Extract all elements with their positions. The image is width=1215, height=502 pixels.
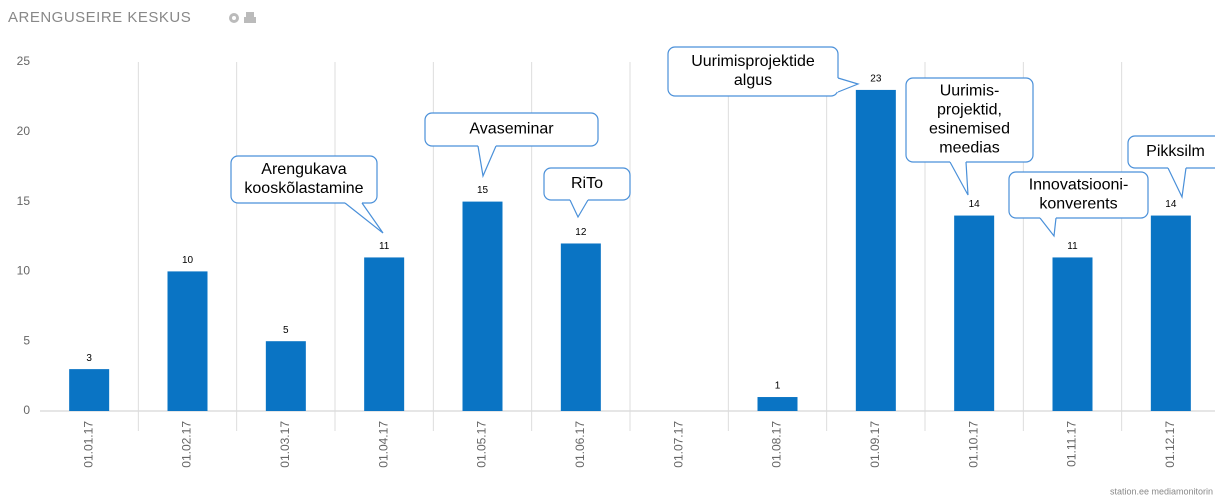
bar xyxy=(1052,257,1093,411)
callout-tail xyxy=(477,145,497,179)
bar xyxy=(1150,215,1191,411)
callout-tail xyxy=(837,77,860,93)
annotation-callout: Innovatsiooni-konverents xyxy=(1008,171,1149,238)
bar xyxy=(560,243,601,411)
bar xyxy=(69,369,110,411)
x-tick-label: 01.01.17 xyxy=(81,421,95,468)
data-label: 1 xyxy=(775,381,781,392)
x-tick-label: 01.08.17 xyxy=(770,421,784,468)
annotation-callout: Pikksilm xyxy=(1127,135,1215,200)
bar xyxy=(954,215,995,411)
x-tick-label: 01.03.17 xyxy=(278,421,292,468)
annotation-callout: Arengukava kooskõlastamine xyxy=(230,155,384,234)
data-label: 10 xyxy=(182,255,194,266)
y-tick-label: 20 xyxy=(17,124,31,138)
callout-box xyxy=(905,77,1034,163)
callout-text: projektid, xyxy=(937,102,1002,119)
callout-box xyxy=(230,155,378,204)
callout-tail xyxy=(949,161,969,196)
annotation-callout: RiTo xyxy=(543,167,631,219)
callout-text: Avaseminar xyxy=(469,121,554,138)
x-tick-label: 01.06.17 xyxy=(573,421,587,468)
settings-icon[interactable] xyxy=(229,13,239,23)
callout-box xyxy=(667,46,839,97)
callout-tail xyxy=(1167,167,1187,200)
callout-text: Pikksilm xyxy=(1146,143,1205,160)
data-label: 3 xyxy=(86,353,92,364)
bar xyxy=(167,271,208,411)
callout-tail xyxy=(1039,217,1057,238)
callout-tail-fill xyxy=(838,78,858,92)
x-tick-label: 01.12.17 xyxy=(1163,421,1177,468)
callout-tail xyxy=(344,202,384,234)
callout-text: Uurimis- xyxy=(940,83,1000,100)
x-tick-label: 01.11.17 xyxy=(1065,421,1079,467)
y-tick-label: 15 xyxy=(17,194,31,208)
data-label: 11 xyxy=(1067,241,1078,252)
x-tick-label: 01.04.17 xyxy=(376,421,390,468)
callout-text: RiTo xyxy=(571,175,603,192)
callout-text: algus xyxy=(734,72,772,89)
callout-text: esinemised xyxy=(929,121,1010,138)
data-label: 11 xyxy=(379,241,390,252)
bar xyxy=(265,341,306,411)
y-tick-label: 5 xyxy=(23,333,30,347)
y-tick-label: 25 xyxy=(17,54,31,68)
data-label: 14 xyxy=(1165,199,1177,210)
callout-box xyxy=(1008,171,1149,219)
callout-tail xyxy=(569,199,589,219)
print-paper xyxy=(246,12,254,17)
data-label: 15 xyxy=(477,185,489,196)
bar xyxy=(364,257,405,411)
y-tick-label: 10 xyxy=(17,264,31,278)
callout-text: meedias xyxy=(939,140,999,157)
callout-tail-fill xyxy=(478,146,496,176)
data-label: 14 xyxy=(969,199,981,210)
x-tick-label: 01.10.17 xyxy=(966,421,980,468)
data-label: 5 xyxy=(283,325,289,336)
gear-hole xyxy=(232,16,236,20)
chart-title: ARENGUSEIRE KESKUS xyxy=(8,9,191,26)
callout-text: Innovatsiooni- xyxy=(1029,177,1129,194)
print-body xyxy=(244,17,256,23)
x-tick-label: 01.02.17 xyxy=(180,421,194,468)
bar xyxy=(757,397,798,411)
bar xyxy=(855,89,896,412)
callout-box xyxy=(424,112,599,147)
callout-text: kooskõlastamine xyxy=(244,180,363,197)
callout-tail-fill xyxy=(1168,168,1186,197)
callout-tail-fill xyxy=(570,200,588,217)
print-icon[interactable] xyxy=(244,12,256,23)
bar xyxy=(462,201,503,411)
x-tick-label: 01.09.17 xyxy=(868,421,882,468)
callout-text: Uurimisprojektide xyxy=(691,53,815,70)
callout-text: Arengukava xyxy=(261,161,346,178)
annotation-callout: Uurimisprojektide algus xyxy=(667,46,860,97)
data-label: 12 xyxy=(575,227,587,238)
credit: station.ee mediamonitorin xyxy=(1110,486,1213,496)
x-tick-label: 01.05.17 xyxy=(475,421,489,468)
y-tick-label: 0 xyxy=(23,403,30,417)
annotation-callout: Avaseminar xyxy=(424,112,599,179)
data-label: 23 xyxy=(870,74,882,85)
callout-text: konverents xyxy=(1039,196,1117,213)
x-tick-label: 01.07.17 xyxy=(671,421,685,468)
annotation-callout: Uurimis-projektid, esinemised meedias xyxy=(905,77,1034,196)
